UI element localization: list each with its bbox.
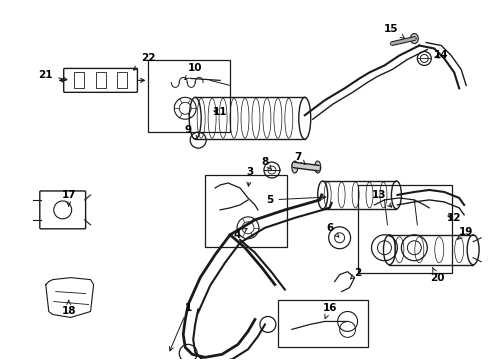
Text: 10: 10 [185,63,202,80]
Text: 13: 13 [372,190,392,207]
Bar [96,72,105,88]
Ellipse shape [410,33,418,44]
Text: 8: 8 [261,157,271,170]
Text: 1: 1 [170,302,192,351]
Text: 16: 16 [322,302,337,319]
Text: 11: 11 [213,107,227,117]
Bar [118,72,127,88]
Bar [148,60,230,132]
Bar [358,185,452,273]
Text: 3: 3 [246,167,254,186]
Ellipse shape [292,161,298,173]
Text: 7: 7 [294,152,305,164]
Text: 21: 21 [39,71,67,81]
Bar [205,175,287,247]
Text: 19: 19 [457,227,473,240]
Text: 20: 20 [430,267,444,283]
Bar [74,72,84,88]
Text: 6: 6 [326,223,339,237]
Ellipse shape [315,161,321,173]
Text: 12: 12 [447,213,462,223]
Text: 4: 4 [233,228,247,240]
Text: 17: 17 [61,190,76,206]
Text: 5: 5 [266,195,326,205]
Text: 18: 18 [61,301,76,316]
Text: 22: 22 [133,54,156,70]
Text: 9: 9 [185,125,197,139]
Text: 2: 2 [350,267,361,279]
Bar [278,300,368,347]
Text: 14: 14 [434,50,448,60]
Text: 15: 15 [384,24,404,38]
